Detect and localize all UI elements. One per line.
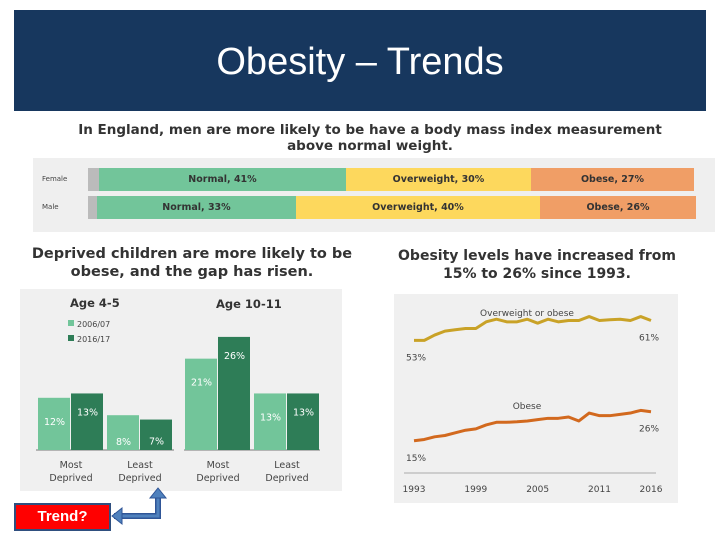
bar	[107, 415, 139, 450]
bmi-other-segment	[88, 196, 97, 219]
bmi-other-segment	[88, 168, 99, 191]
bar	[287, 393, 319, 450]
group-label: Age 4-5	[70, 296, 120, 310]
series-label: Overweight or obese	[480, 309, 574, 319]
series-line	[414, 315, 652, 342]
bmi-overweight-segment: Overweight, 40%	[296, 196, 540, 219]
bar	[218, 336, 250, 450]
series-label: Obese	[513, 402, 542, 412]
end-label: 26%	[639, 425, 659, 435]
data-label: 8%	[116, 437, 131, 448]
bmi-row-female: Female Normal, 41% Overweight, 30% Obese…	[42, 168, 696, 191]
row-label: Male	[42, 203, 59, 211]
legend-swatch	[68, 335, 74, 341]
bar	[254, 393, 286, 450]
start-label: 53%	[406, 353, 426, 363]
bmi-obese-segment: Obese, 26%	[540, 196, 696, 219]
category-label: Least Deprived	[118, 460, 161, 484]
category-label: Most Deprived	[196, 460, 239, 484]
bmi-chart-title: In England, men are more likely to be ha…	[78, 122, 662, 154]
bar	[185, 358, 217, 450]
start-label: 15%	[406, 454, 426, 464]
legend-swatch	[68, 320, 74, 326]
data-label: 26%	[224, 351, 245, 362]
end-label: 61%	[639, 334, 659, 344]
deprivation-chart-title: Deprived children are more likely to be …	[31, 246, 353, 280]
slide-title: Obesity – Trends	[216, 41, 504, 83]
x-tick-label: 1993	[403, 485, 426, 495]
legend-label: 2016/17	[77, 335, 110, 344]
x-tick-label: 1999	[464, 485, 487, 495]
bmi-normal-segment: Normal, 41%	[99, 168, 346, 191]
slide-header: Obesity – Trends	[14, 10, 706, 111]
bmi-row-male: Male Normal, 33% Overweight, 40% Obese, …	[42, 196, 696, 219]
bmi-overweight-segment: Overweight, 30%	[346, 168, 531, 191]
x-tick-label: 2016	[640, 485, 663, 495]
data-label: 13%	[260, 412, 281, 423]
data-label: 7%	[149, 437, 164, 448]
row-label: Female	[42, 175, 68, 183]
bar	[140, 419, 172, 450]
trend-button[interactable]: Trend?	[14, 503, 111, 531]
data-label: 13%	[293, 407, 314, 418]
bar	[71, 393, 103, 450]
bar	[38, 397, 70, 450]
category-label: Most Deprived	[49, 460, 92, 484]
deprivation-chart: Age 4-5 Age 10-11 2006/07 2016/17 12% 13% Most…	[20, 289, 342, 491]
category-label: Least Deprived	[265, 460, 308, 484]
trend-chart: 1993 1999 2005 2011 2016 Overweight or obese 5…	[394, 294, 678, 503]
bmi-obese-segment: Obese, 27%	[531, 168, 694, 191]
series-line	[413, 408, 652, 443]
bmi-normal-segment: Normal, 33%	[97, 196, 296, 219]
data-label: 12%	[44, 417, 65, 428]
data-label: 13%	[77, 407, 98, 418]
x-tick-label: 2011	[588, 485, 611, 495]
group-label: Age 10-11	[216, 297, 282, 311]
x-tick-label: 2005	[526, 485, 549, 495]
bmi-chart: Female Normal, 41% Overweight, 30% Obese…	[33, 158, 715, 232]
trend-chart-title: Obesity levels have increased from 15% t…	[398, 248, 676, 282]
legend-label: 2006/07	[77, 320, 110, 329]
data-label: 21%	[191, 378, 212, 389]
